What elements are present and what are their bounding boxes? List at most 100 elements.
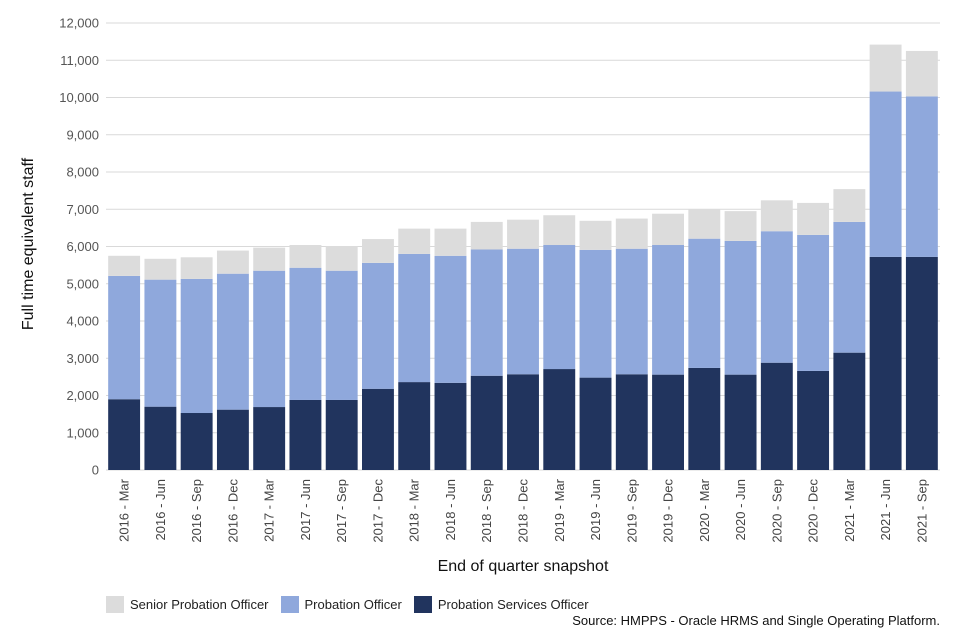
- legend-swatch: [280, 596, 299, 613]
- x-tick-label: 2019 - Dec: [661, 479, 676, 543]
- y-tick-label: 2,000: [66, 388, 99, 403]
- x-tick-label: 2021 - Sep: [914, 479, 929, 543]
- bar-segment-probation-officer: [507, 248, 539, 375]
- x-axis-title: End of quarter snapshot: [438, 558, 609, 575]
- bar-segment-probation-services-officer: [398, 382, 431, 470]
- bar-segment-probation-services-officer: [615, 374, 648, 470]
- x-tick-label: 2016 - Dec: [225, 479, 240, 543]
- x-tick-label: 2021 - Jun: [878, 479, 893, 540]
- bar-segment-probation-officer: [144, 279, 177, 407]
- bar-segment-probation-officer: [325, 270, 358, 400]
- x-tick-label: 2019 - Sep: [624, 479, 639, 543]
- bar-segment-probation-officer: [362, 262, 394, 389]
- y-tick-label: 5,000: [66, 276, 99, 291]
- bar-segment-probation-services-officer: [905, 256, 938, 470]
- bar-segment-probation-services-officer: [833, 352, 866, 470]
- source-note: Source: HMPPS - Oracle HRMS and Single O…: [572, 613, 940, 628]
- x-tick-label: 2016 - Mar: [117, 478, 132, 542]
- x-tick-label: 2017 - Sep: [334, 479, 349, 543]
- bar-segment-probation-officer: [253, 270, 286, 408]
- x-tick-label: 2020 - Jun: [733, 479, 748, 540]
- bar-segment-probation-officer: [216, 273, 249, 410]
- x-tick-label: 2016 - Jun: [153, 479, 168, 540]
- bar-segment-probation-services-officer: [470, 375, 503, 470]
- bar-segment-probation-officer: [434, 255, 467, 383]
- y-axis-title: Full time equivalent staff: [20, 157, 37, 330]
- bar-segment-senior-probation-officer: [724, 211, 757, 241]
- bar-segment-probation-officer: [869, 91, 902, 257]
- bar-segment-probation-officer: [543, 245, 576, 370]
- bar-segment-probation-officer: [180, 278, 213, 414]
- bar-segment-probation-services-officer: [180, 413, 213, 470]
- bar-segment-probation-services-officer: [253, 407, 286, 470]
- bar-segment-senior-probation-officer: [652, 213, 684, 246]
- y-tick-label: 6,000: [66, 239, 99, 254]
- bar-segment-probation-officer: [760, 231, 793, 363]
- bar-segment-probation-services-officer: [108, 399, 141, 470]
- y-tick-label: 4,000: [66, 314, 99, 329]
- bar-segment-probation-services-officer: [688, 367, 721, 470]
- bar-segment-probation-officer: [470, 249, 503, 376]
- bar-segment-probation-officer: [905, 96, 938, 257]
- legend-label: Senior Probation Officer: [130, 597, 269, 612]
- x-tick-label: 2018 - Mar: [407, 478, 422, 542]
- bar-segment-probation-services-officer: [289, 399, 322, 470]
- bar-segment-probation-officer: [724, 240, 757, 375]
- bar-segment-senior-probation-officer: [398, 228, 431, 254]
- x-tick-label: 2018 - Jun: [443, 479, 458, 540]
- y-tick-label: 3,000: [66, 351, 99, 366]
- x-tick-label: 2019 - Mar: [552, 478, 567, 542]
- bar-segment-senior-probation-officer: [325, 246, 358, 271]
- bar-segment-senior-probation-officer: [180, 257, 213, 279]
- bar-segment-probation-services-officer: [869, 256, 902, 470]
- legend-item: Probation Officer: [280, 596, 402, 613]
- y-tick-label: 7,000: [66, 202, 99, 217]
- bar-segment-senior-probation-officer: [869, 44, 902, 92]
- x-tick-labels: 2016 - Mar 2016 - Jun 2016 - Sep 2016 - Dec…: [117, 478, 930, 542]
- bar-segment-probation-services-officer: [434, 382, 467, 470]
- legend: Senior Probation Officer Probation Office…: [106, 596, 589, 613]
- bar-segment-probation-services-officer: [724, 374, 757, 470]
- x-tick-label: 2020 - Mar: [697, 478, 712, 542]
- bar-segment-senior-probation-officer: [434, 228, 467, 256]
- bar-segment-probation-officer: [652, 245, 684, 375]
- bar-segment-senior-probation-officer: [289, 245, 322, 268]
- legend-item: Probation Services Officer: [413, 596, 589, 613]
- bar-segment-senior-probation-officer: [108, 255, 141, 276]
- bar-segment-senior-probation-officer: [362, 239, 394, 263]
- legend-swatch: [106, 596, 124, 613]
- bar-segment-probation-services-officer: [216, 409, 249, 470]
- bar-segment-senior-probation-officer: [470, 221, 503, 250]
- bar-segment-probation-officer: [108, 275, 141, 400]
- legend-label: Probation Services Officer: [437, 597, 589, 612]
- y-tick-label: 1,000: [66, 425, 99, 440]
- bar-segment-senior-probation-officer: [905, 50, 938, 97]
- bar-segment-senior-probation-officer: [579, 220, 612, 250]
- x-tick-label: 2019 - Jun: [588, 479, 603, 540]
- bar-segment-probation-officer: [579, 249, 612, 378]
- bar-segment-senior-probation-officer: [797, 202, 830, 235]
- bar-segment-probation-services-officer: [507, 374, 539, 470]
- x-tick-label: 2018 - Sep: [479, 479, 494, 543]
- bar-segment-senior-probation-officer: [688, 209, 721, 239]
- y-tick-label: 11,000: [60, 53, 99, 68]
- bar-segment-senior-probation-officer: [507, 219, 539, 249]
- bar-segment-probation-services-officer: [543, 369, 576, 470]
- bar-segment-probation-services-officer: [760, 362, 793, 470]
- bar-segment-probation-officer: [289, 267, 322, 400]
- x-tick-label: 2021 - Mar: [842, 478, 857, 542]
- bar-segment-senior-probation-officer: [760, 200, 793, 232]
- bar-stacks: [108, 44, 938, 470]
- bar-segment-senior-probation-officer: [253, 247, 286, 271]
- y-tick-label: 9,000: [66, 127, 99, 142]
- legend-label: Probation Officer: [304, 597, 402, 612]
- y-tick-label: 8,000: [66, 165, 99, 180]
- x-tick-label: 2020 - Sep: [769, 479, 784, 543]
- bar-segment-probation-officer: [688, 238, 721, 368]
- bar-segment-probation-officer: [615, 248, 648, 375]
- bar-segment-probation-officer: [833, 221, 866, 353]
- x-tick-label: 2017 - Jun: [298, 479, 313, 540]
- bar-segment-probation-services-officer: [652, 374, 684, 470]
- y-tick-labels: 0 1,000 2,000 3,000 4,000 5,000 6,000 7,000 8,00…: [59, 16, 99, 478]
- bar-segment-probation-services-officer: [325, 399, 358, 470]
